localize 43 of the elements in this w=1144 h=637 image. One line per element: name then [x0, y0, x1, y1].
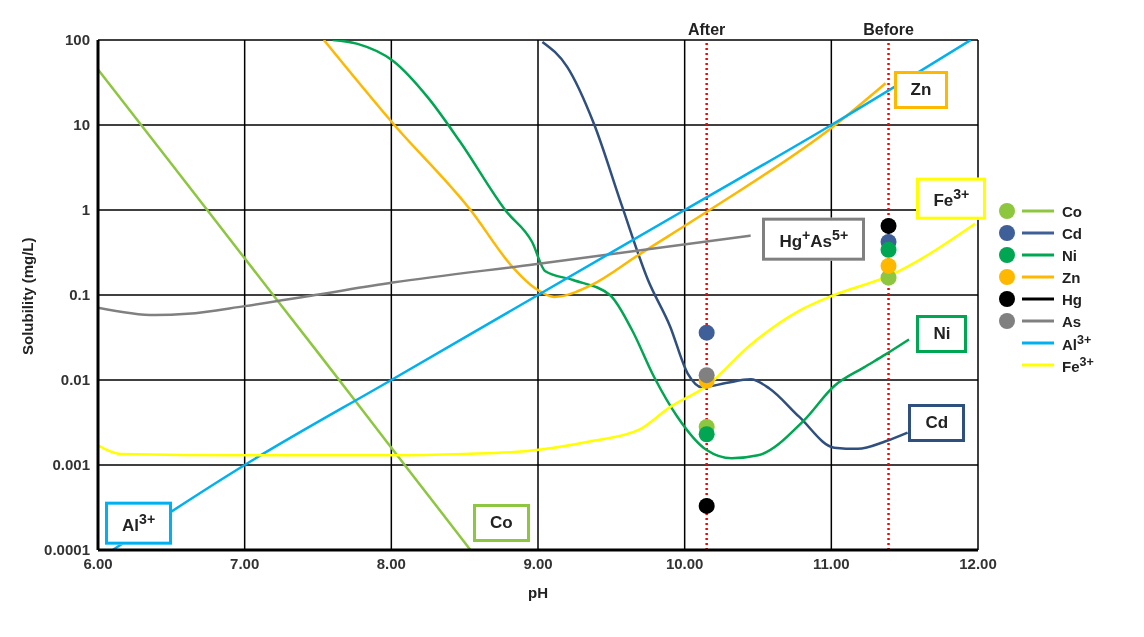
- annotation: Al$^{3+}$: [122, 510, 156, 535]
- y-axis-title: Solubility (mg/L): [19, 237, 37, 355]
- line-series: [98, 234, 752, 317]
- x-tick-label: 8.00: [376, 554, 406, 572]
- x-tick-label: 9.00: [523, 554, 553, 572]
- annotation: Zn: [910, 80, 932, 100]
- point: [880, 257, 897, 274]
- legend-label: Co: [1062, 202, 1082, 220]
- line-series: [331, 40, 911, 460]
- annotation: Co: [489, 512, 513, 532]
- y-tick-label: 10: [73, 116, 90, 134]
- legend-label: As: [1062, 312, 1082, 330]
- ref-line-label: Before: [863, 21, 914, 38]
- annotation: Ni: [933, 324, 951, 344]
- y-tick-label: 0.001: [52, 456, 90, 474]
- point: [698, 367, 715, 384]
- line-series: [322, 40, 887, 299]
- point: [698, 426, 715, 443]
- point: [880, 241, 897, 258]
- x-tick-label: 7.00: [230, 554, 260, 572]
- line-series: [98, 222, 977, 457]
- annotation: Fe$^{3+}$: [933, 186, 970, 210]
- line-series: [98, 68, 472, 550]
- x-tick-label: 11.00: [812, 554, 850, 572]
- legend-label: Zn: [1062, 268, 1081, 286]
- legend-label: Hg: [1062, 290, 1082, 308]
- y-tick-label: 0.1: [69, 286, 90, 304]
- y-tick-label: 1: [81, 201, 90, 219]
- y-tick-label: 100: [64, 31, 90, 49]
- x-tick-label: 12.00: [959, 554, 997, 572]
- legend-label: Ni: [1062, 246, 1077, 264]
- legend-label: Fe$^{3+}$: [1062, 355, 1094, 375]
- annotation: Cd: [925, 412, 949, 432]
- ref-line-label: After: [687, 21, 726, 38]
- x-axis-title: pH: [528, 584, 548, 601]
- x-tick-label: 10.00: [665, 554, 704, 572]
- y-tick-label: 0.01: [60, 371, 90, 389]
- point: [880, 217, 897, 234]
- legend-label: Al$^{3+}$: [1062, 333, 1092, 353]
- legend-label: Cd: [1062, 224, 1082, 242]
- annotation: Hg$^{+}$As$^{5+}$: [779, 226, 849, 251]
- point: [698, 324, 715, 341]
- point: [698, 497, 715, 514]
